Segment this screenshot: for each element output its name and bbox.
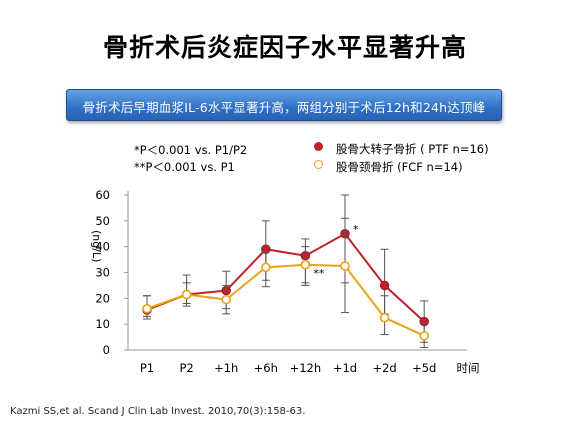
x-tick-label: +12h [290, 361, 322, 375]
legend-label-fcf: 股骨颈骨折 (FCF n=14) [336, 160, 463, 174]
data-point-1 [260, 262, 271, 273]
slide-title: 骨折术后炎症因子水平显著升高 [102, 33, 467, 62]
data-point-1 [419, 330, 430, 341]
data-point-1 [379, 312, 390, 323]
significance-note-2: **P＜0.001 vs. P1 [134, 160, 235, 174]
y-axis-label: (ng/L) [90, 230, 103, 265]
significance-marker: * [353, 223, 359, 236]
y-tick-label: 60 [95, 188, 110, 202]
data-point-1 [221, 294, 231, 305]
x-axis-label: 时间 [457, 361, 480, 375]
x-tick-label: P1 [140, 361, 154, 375]
legend-label-ptf: 股骨大转子骨折 ( PTF n=16) [336, 142, 489, 156]
summary-banner: 骨折术后早期血浆IL-6水平显著升高，两组分别于术后12h和24h达顶峰 [66, 89, 502, 121]
data-point-0 [379, 280, 390, 291]
x-tick-label: +2d [372, 361, 396, 375]
x-tick-label: +6h [254, 361, 278, 375]
legend-marker-fcf [314, 160, 323, 169]
x-tick-label: P2 [179, 361, 193, 375]
x-tick-label: +1d [333, 361, 357, 375]
data-point-1 [142, 303, 152, 314]
y-tick-label: 20 [95, 291, 110, 305]
y-tick-label: 50 [95, 214, 110, 228]
y-tick-label: 30 [95, 266, 110, 280]
citation: Kazmi SS,et al. Scand J Clin Lab Invest.… [10, 406, 306, 417]
x-tick-label: +5d [412, 361, 436, 375]
y-axis-label-text: (ng/L) [90, 230, 103, 263]
y-tick-label: 0 [103, 343, 110, 357]
y-tick-label: 10 [95, 317, 110, 331]
significance-note-1: *P＜0.001 vs. P1/P2 [134, 143, 248, 157]
series-line-0 [146, 232, 425, 323]
series-line-1 [146, 263, 425, 337]
data-point-1 [300, 259, 311, 270]
data-point-1 [340, 261, 350, 271]
data-point-1 [181, 289, 192, 300]
x-tick-label: +1h [214, 361, 238, 375]
significance-marker: ** [313, 267, 325, 280]
y-tick-label: 40 [95, 240, 110, 254]
banner-text: 骨折术后早期血浆IL-6水平显著升高，两组分别于术后12h和24h达顶峰 [82, 100, 486, 115]
legend-marker-ptf [314, 142, 323, 151]
